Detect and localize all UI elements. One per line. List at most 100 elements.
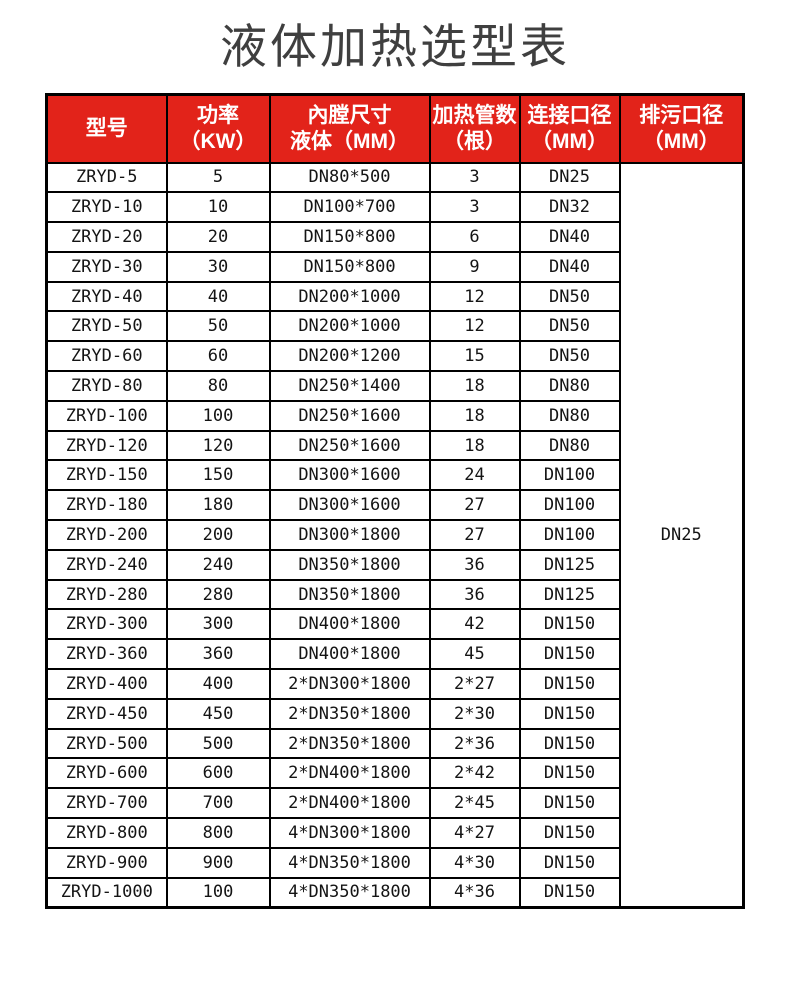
table-row: ZRYD-200 200 DN300*1800 27 DN100: [45, 519, 744, 551]
cell-chamber: DN400*1800: [268, 608, 431, 641]
cell-power: 150: [165, 459, 271, 492]
table-row: ZRYD-1000 100 4*DN350*1800 4*36 DN150: [45, 876, 744, 909]
cell-power: 60: [165, 340, 271, 373]
cell-connection: DN80: [518, 399, 621, 432]
cell-connection: DN50: [518, 340, 621, 373]
column-header-line: 加热管数: [432, 103, 517, 127]
cell-chamber: 2*DN400*1800: [268, 757, 431, 790]
cell-chamber: DN400*1800: [268, 638, 431, 671]
cell-connection: DN125: [518, 578, 621, 611]
cell-model: ZRYD-1000: [45, 876, 168, 909]
cell-power: 400: [165, 668, 271, 700]
cell-tubes: 15: [428, 340, 521, 373]
cell-tubes: 3: [428, 161, 521, 194]
cell-connection: DN25: [518, 161, 621, 194]
table-row: ZRYD-240 240 DN350*1800 36 DN125: [45, 548, 744, 581]
column-header-line: 功率: [197, 103, 239, 127]
column-header-tubes: 加热管数 （根）: [428, 93, 521, 164]
cell-connection: DN150: [518, 817, 621, 849]
cell-model: ZRYD-360: [45, 638, 168, 671]
column-header-line: （KW）: [179, 129, 257, 153]
cell-power: 700: [165, 787, 271, 820]
table-row: ZRYD-360 360 DN400*1800 45 DN150: [45, 638, 744, 671]
column-header-power: 功率 （KW）: [165, 93, 271, 164]
cell-power: 200: [165, 519, 271, 551]
cell-model: ZRYD-180: [45, 489, 168, 522]
cell-model: ZRYD-450: [45, 697, 168, 730]
cell-tubes: 2*45: [428, 787, 521, 820]
cell-tubes: 27: [428, 519, 521, 551]
table-row: ZRYD-150 150 DN300*1600 24 DN100: [45, 459, 744, 492]
cell-tubes: 2*27: [428, 668, 521, 700]
cell-chamber: DN300*1800: [268, 519, 431, 551]
column-header-line: 连接口径: [527, 103, 612, 127]
cell-drain-merged: DN25: [618, 161, 745, 909]
cell-model: ZRYD-5: [45, 161, 168, 194]
cell-model: ZRYD-280: [45, 578, 168, 611]
cell-connection: DN80: [518, 429, 621, 462]
cell-model: ZRYD-900: [45, 846, 168, 879]
cell-tubes: 2*30: [428, 697, 521, 730]
column-header-line: 型号: [85, 116, 128, 140]
header-row: 型号 功率 （KW） 內膛尺寸 液体（MM） 加热管数 （根） 连接口径 （MM） 排污口径 （MM…: [45, 93, 745, 164]
cell-model: ZRYD-500: [45, 727, 168, 760]
cell-connection: DN40: [518, 221, 621, 253]
cell-model: ZRYD-50: [45, 310, 168, 343]
column-header-chamber: 內膛尺寸 液体（MM）: [268, 93, 431, 164]
cell-chamber: DN350*1800: [268, 548, 431, 581]
cell-model: ZRYD-20: [45, 221, 168, 253]
cell-chamber: 4*DN350*1800: [268, 846, 431, 879]
table-row: ZRYD-800 800 4*DN300*1800 4*27 DN150: [45, 817, 744, 849]
column-header-model: 型号: [45, 93, 168, 164]
cell-connection: DN80: [518, 370, 621, 402]
table-header: 型号 功率 （KW） 內膛尺寸 液体（MM） 加热管数 （根） 连接口径 （MM） 排污口径 （MM…: [45, 93, 745, 164]
cell-model: ZRYD-600: [45, 757, 168, 790]
table-row: ZRYD-10 10 DN100*700 3 DN32: [45, 191, 744, 224]
cell-power: 20: [165, 221, 271, 253]
cell-chamber: DN100*700: [268, 191, 431, 224]
cell-tubes: 12: [428, 280, 521, 313]
table-row: ZRYD-600 600 2*DN400*1800 2*42 DN150: [45, 757, 744, 790]
cell-chamber: DN300*1600: [268, 489, 431, 522]
cell-power: 500: [165, 727, 271, 760]
table-row: ZRYD-450 450 2*DN350*1800 2*30 DN150: [45, 697, 744, 730]
table-row: ZRYD-300 300 DN400*1800 42 DN150: [45, 608, 744, 641]
table-row: ZRYD-40 40 DN200*1000 12 DN50: [45, 280, 744, 313]
cell-power: 5: [165, 161, 271, 194]
cell-model: ZRYD-10: [45, 191, 168, 224]
table-row: ZRYD-500 500 2*DN350*1800 2*36 DN150: [45, 727, 744, 760]
cell-connection: DN50: [518, 280, 621, 313]
cell-model: ZRYD-800: [45, 817, 168, 849]
table-row: ZRYD-80 80 DN250*1400 18 DN80: [45, 370, 744, 402]
cell-model: ZRYD-240: [45, 548, 168, 581]
cell-chamber: DN150*800: [268, 221, 431, 253]
table-row: ZRYD-280 280 DN350*1800 36 DN125: [45, 578, 744, 611]
cell-power: 800: [165, 817, 271, 849]
cell-tubes: 18: [428, 429, 521, 462]
cell-tubes: 42: [428, 608, 521, 641]
column-header-drain: 排污口径 （MM）: [618, 93, 745, 164]
cell-power: 900: [165, 846, 271, 879]
column-header-line: 內膛尺寸: [307, 103, 392, 127]
selection-table-container: 型号 功率 （KW） 內膛尺寸 液体（MM） 加热管数 （根） 连接口径 （MM） 排污口径 （MM…: [45, 93, 745, 909]
cell-tubes: 36: [428, 548, 521, 581]
cell-tubes: 2*42: [428, 757, 521, 790]
cell-power: 600: [165, 757, 271, 790]
cell-model: ZRYD-400: [45, 668, 168, 700]
cell-connection: DN150: [518, 757, 621, 790]
cell-connection: DN125: [518, 548, 621, 581]
table-row: ZRYD-900 900 4*DN350*1800 4*30 DN150: [45, 846, 744, 879]
cell-tubes: 4*27: [428, 817, 521, 849]
cell-tubes: 27: [428, 489, 521, 522]
cell-tubes: 12: [428, 310, 521, 343]
column-header-connection: 连接口径 （MM）: [518, 93, 621, 164]
cell-power: 300: [165, 608, 271, 641]
cell-connection: DN150: [518, 727, 621, 760]
table-row: ZRYD-120 120 DN250*1600 18 DN80: [45, 429, 744, 462]
cell-model: ZRYD-30: [45, 250, 168, 283]
cell-model: ZRYD-200: [45, 519, 168, 551]
cell-model: ZRYD-150: [45, 459, 168, 492]
cell-chamber: 2*DN350*1800: [268, 727, 431, 760]
table-row: ZRYD-180 180 DN300*1600 27 DN100: [45, 489, 744, 522]
cell-chamber: DN250*1600: [268, 399, 431, 432]
